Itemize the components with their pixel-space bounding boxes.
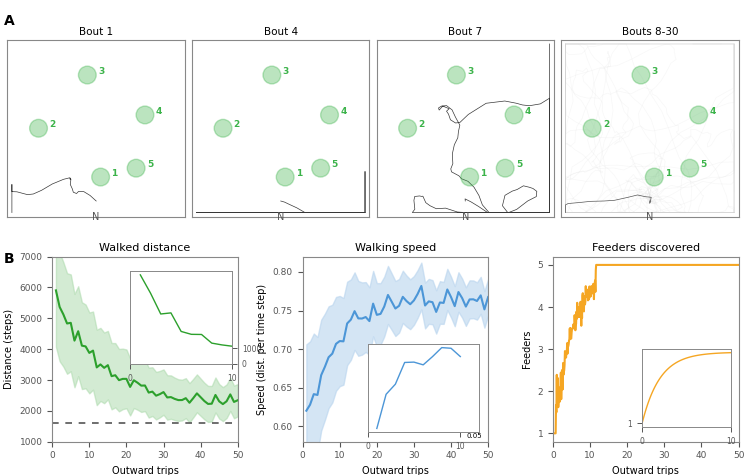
Circle shape xyxy=(30,119,48,137)
Text: N: N xyxy=(93,212,100,222)
Text: N: N xyxy=(462,212,469,222)
Circle shape xyxy=(398,119,416,137)
Y-axis label: Feeders: Feeders xyxy=(522,330,532,368)
Y-axis label: Distance (steps): Distance (steps) xyxy=(4,309,14,389)
Text: 3: 3 xyxy=(467,67,473,76)
Text: 1: 1 xyxy=(665,169,671,178)
Circle shape xyxy=(505,106,523,124)
Text: 4: 4 xyxy=(156,107,162,116)
Circle shape xyxy=(136,106,154,124)
Y-axis label: Speed (dist. per time step): Speed (dist. per time step) xyxy=(257,284,267,415)
Title: Walking speed: Walking speed xyxy=(355,243,436,253)
Text: 4: 4 xyxy=(524,107,531,116)
Text: 2: 2 xyxy=(419,120,424,129)
Text: 5: 5 xyxy=(515,160,522,169)
Circle shape xyxy=(496,159,514,177)
Text: 1: 1 xyxy=(296,169,302,178)
Text: N: N xyxy=(277,212,284,222)
Circle shape xyxy=(321,106,339,124)
Circle shape xyxy=(276,168,294,186)
X-axis label: Outward trips: Outward trips xyxy=(612,466,679,475)
X-axis label: Outward trips: Outward trips xyxy=(112,466,178,475)
Circle shape xyxy=(632,66,650,84)
Circle shape xyxy=(92,168,110,186)
Text: 3: 3 xyxy=(98,67,104,76)
Text: 4: 4 xyxy=(340,107,347,116)
Circle shape xyxy=(214,119,232,137)
Title: Bouts 8-30: Bouts 8-30 xyxy=(621,28,678,38)
Title: Feeders discovered: Feeders discovered xyxy=(592,243,700,253)
Circle shape xyxy=(645,168,663,186)
Text: 1: 1 xyxy=(480,169,486,178)
Text: 3: 3 xyxy=(283,67,289,76)
X-axis label: Outward trips: Outward trips xyxy=(362,466,429,475)
Text: B: B xyxy=(4,252,14,266)
Text: 5: 5 xyxy=(331,160,337,169)
Text: 1: 1 xyxy=(111,169,118,178)
Text: 2: 2 xyxy=(233,120,240,129)
Circle shape xyxy=(78,66,96,84)
Text: 2: 2 xyxy=(49,120,55,129)
Title: Bout 1: Bout 1 xyxy=(79,28,113,38)
Circle shape xyxy=(583,119,601,137)
Text: 2: 2 xyxy=(603,120,609,129)
Circle shape xyxy=(263,66,280,84)
Circle shape xyxy=(448,66,466,84)
Text: 3: 3 xyxy=(651,67,658,76)
Circle shape xyxy=(690,106,707,124)
Circle shape xyxy=(128,159,145,177)
Text: 5: 5 xyxy=(700,160,706,169)
Circle shape xyxy=(461,168,479,186)
Title: Walked distance: Walked distance xyxy=(99,243,190,253)
Title: Bout 4: Bout 4 xyxy=(263,28,298,38)
Text: 4: 4 xyxy=(709,107,715,116)
Circle shape xyxy=(312,159,330,177)
Text: 5: 5 xyxy=(147,160,153,169)
Circle shape xyxy=(681,159,698,177)
Title: Bout 7: Bout 7 xyxy=(448,28,483,38)
Text: N: N xyxy=(646,212,653,222)
Text: A: A xyxy=(4,14,14,28)
